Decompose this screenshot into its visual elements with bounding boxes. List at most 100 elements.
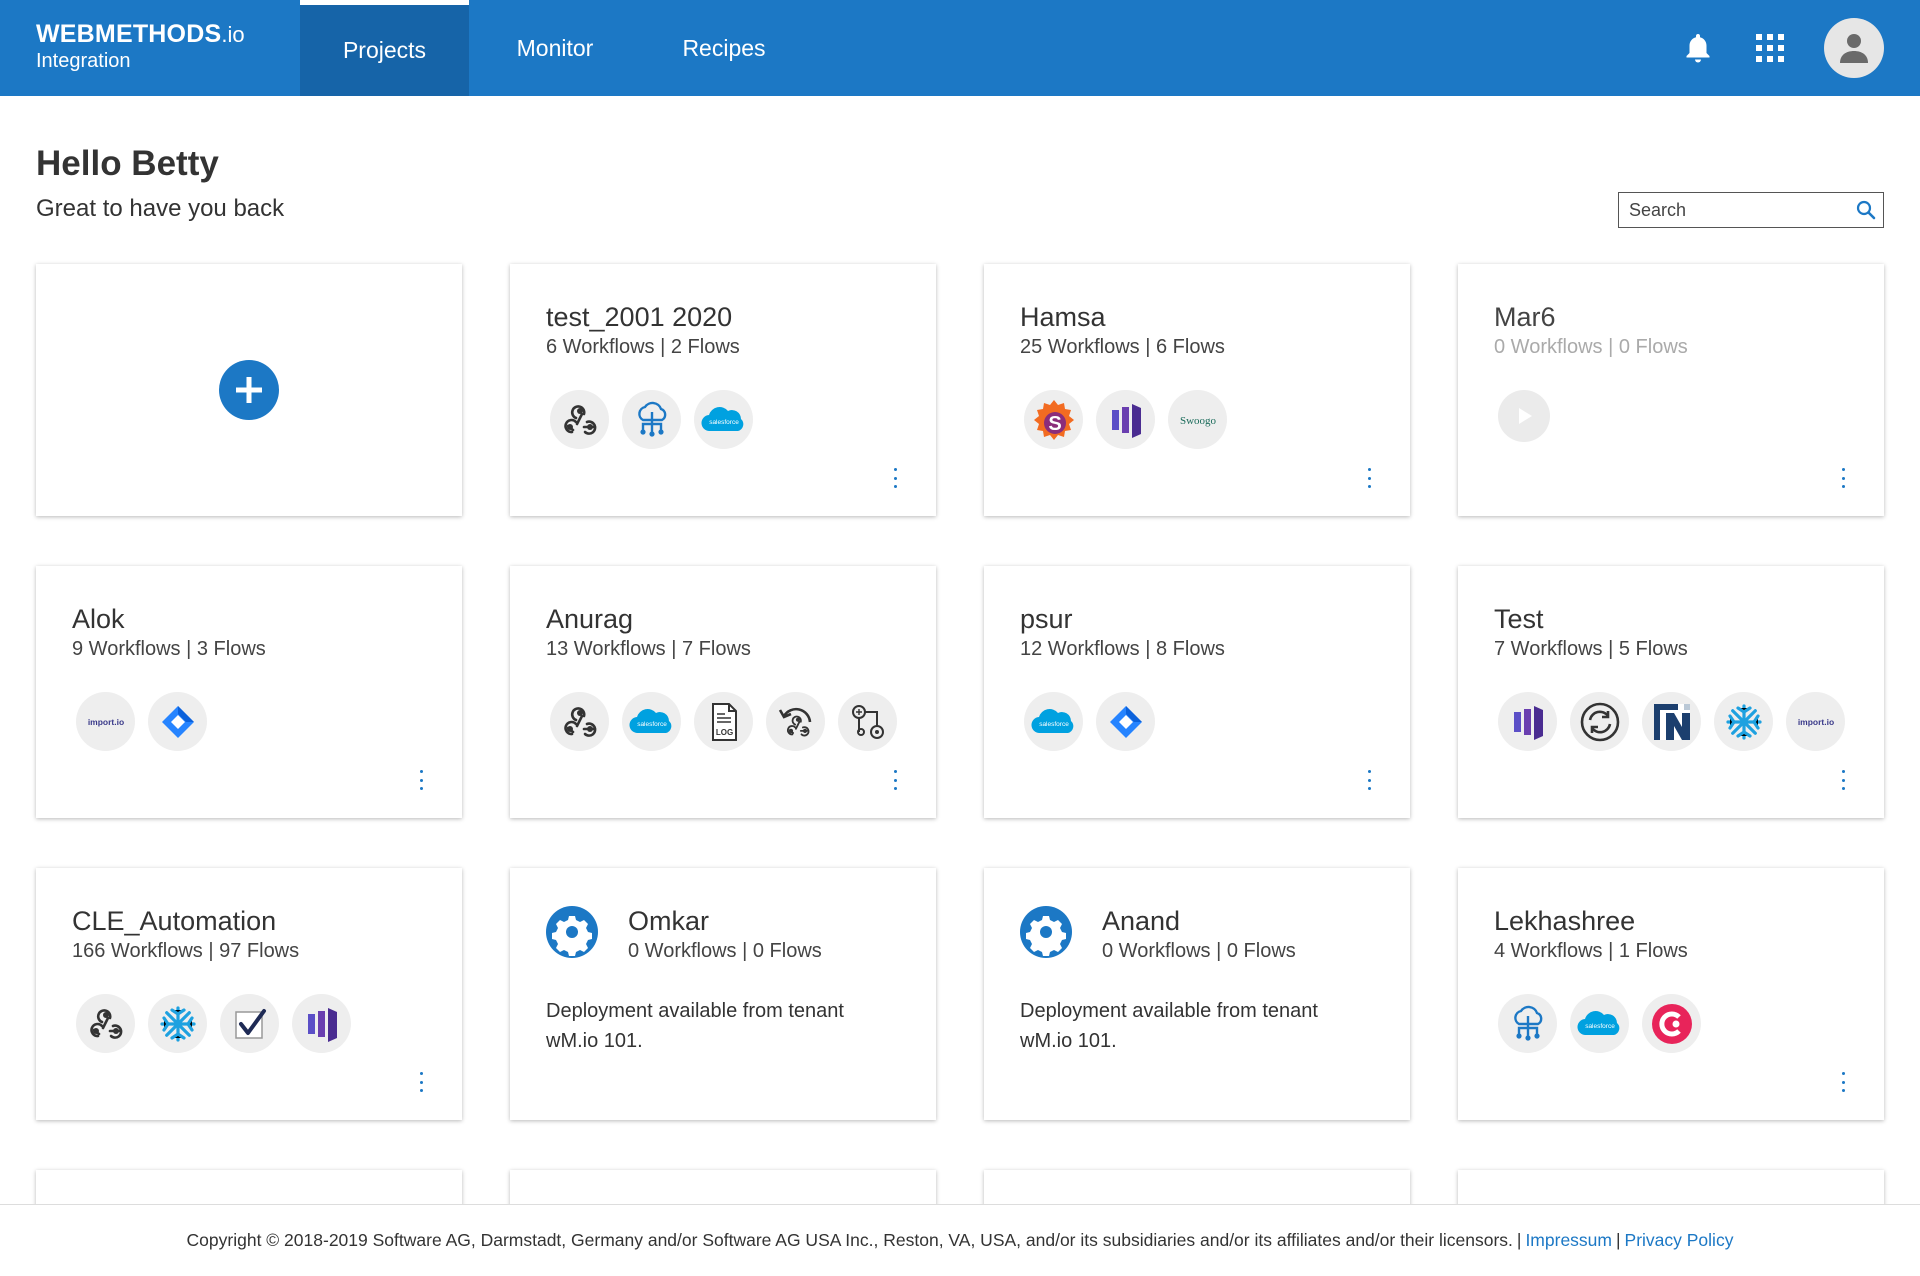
salesforce-icon: salesforce — [694, 390, 753, 449]
import-io-icon: import.io — [1786, 692, 1845, 751]
cloud-network-icon — [1498, 994, 1557, 1053]
project-title: Hamsa — [1020, 302, 1106, 332]
more-options-icon[interactable] — [1364, 770, 1374, 790]
import-io-icon: import.io — [76, 692, 135, 751]
project-card-lekhashree[interactable]: Lekhashree 4 Workflows | 1 Flows salesfo… — [1458, 868, 1884, 1120]
more-options-icon[interactable] — [1838, 770, 1848, 790]
project-stats: 0 Workflows | 0 Flows — [628, 940, 822, 962]
swoogo-text: Swoogo — [1179, 415, 1216, 427]
cloud-network-icon — [622, 390, 681, 449]
tab-recipes[interactable]: Recipes — [682, 34, 766, 61]
salesforce-icon: salesforce — [1024, 692, 1083, 751]
red-c-icon — [1642, 994, 1701, 1053]
webhook-icon — [550, 692, 609, 751]
webhook-return-icon — [766, 692, 825, 751]
add-project-button[interactable] — [219, 360, 279, 420]
connector-icons: salesforce — [550, 390, 753, 449]
project-card-anurag[interactable]: Anurag 13 Workflows | 7 Flows salesforce… — [510, 566, 936, 818]
project-card-cle-automation[interactable]: CLE_Automation 166 Workflows | 97 Flows — [36, 868, 462, 1120]
gear-icon — [546, 906, 598, 958]
project-card-anand[interactable]: Anand 0 Workflows | 0 Flows Deployment a… — [984, 868, 1410, 1120]
jira-icon — [148, 692, 207, 751]
project-stats: 166 Workflows | 97 Flows — [72, 940, 300, 962]
s-logo-icon: S — [1024, 390, 1083, 449]
webhook-icon — [550, 390, 609, 449]
purple-bars-icon — [1096, 390, 1155, 449]
project-card-alok[interactable]: Alok 9 Workflows | 3 Flows import.io — [36, 566, 462, 818]
salesforce-text: salesforce — [1039, 721, 1069, 728]
salesforce-text: salesforce — [637, 721, 667, 728]
project-stats: 12 Workflows | 8 Flows — [1020, 638, 1225, 660]
project-card-psur[interactable]: psur 12 Workflows | 8 Flows salesforce — [984, 566, 1410, 818]
add-project-card[interactable] — [36, 264, 462, 516]
deployment-message: Deployment available from tenant wM.io 1… — [546, 1000, 844, 1052]
project-card-test-2001-2020[interactable]: test_2001 2020 6 Workflows | 2 Flows sal… — [510, 264, 936, 516]
project-stats: 25 Workflows | 6 Flows — [1020, 336, 1225, 358]
connector-icons — [1498, 390, 1550, 442]
project-title: Alok — [72, 604, 125, 634]
more-options-icon[interactable] — [890, 468, 900, 488]
search-box — [1618, 192, 1884, 228]
swoogo-icon: Swoogo — [1168, 390, 1227, 449]
import-io-text: import.io — [1797, 717, 1833, 727]
project-title: Anand — [1102, 906, 1181, 936]
bell-icon[interactable] — [1678, 28, 1718, 68]
log-file-icon: LOG — [694, 692, 753, 751]
user-avatar-icon[interactable] — [1824, 18, 1884, 78]
footer-separator: | — [1516, 1230, 1522, 1250]
tab-projects[interactable]: Projects — [300, 0, 469, 96]
footer: Copyright © 2018-2019 Software AG, Darms… — [0, 1204, 1920, 1276]
project-title: CLE_Automation — [72, 906, 277, 936]
project-card-mar6[interactable]: Mar6 0 Workflows | 0 Flows — [1458, 264, 1884, 516]
zendesk-snowflake-icon — [148, 994, 207, 1053]
connector-icons: import.io — [1498, 692, 1845, 751]
project-card-hamsa[interactable]: Hamsa 25 Workflows | 6 Flows S Swoogo — [984, 264, 1410, 516]
project-stats: 7 Workflows | 5 Flows — [1494, 638, 1688, 660]
purple-bars-icon — [292, 994, 351, 1053]
salesforce-text: salesforce — [709, 419, 739, 426]
project-title: test_2001 2020 — [546, 302, 733, 332]
page-subtitle: Great to have you back — [36, 195, 285, 222]
brand-name: WEBMETHODS — [36, 20, 222, 48]
project-title: Anurag — [546, 604, 634, 634]
connector-icons: S Swoogo — [1024, 390, 1227, 449]
project-title: Lekhashree — [1494, 906, 1636, 936]
privacy-policy-link[interactable]: Privacy Policy — [1624, 1230, 1734, 1250]
copyright-text: Copyright © 2018-2019 Software AG, Darms… — [186, 1230, 1513, 1250]
search-input[interactable] — [1619, 199, 1859, 221]
salesforce-icon: salesforce — [1570, 994, 1629, 1053]
more-options-icon[interactable] — [1838, 1072, 1848, 1092]
project-stats: 4 Workflows | 1 Flows — [1494, 940, 1688, 962]
deployment-message: Deployment available from tenant wM.io 1… — [1020, 1000, 1318, 1052]
project-card-test[interactable]: Test 7 Workflows | 5 Flows import.io — [1458, 566, 1884, 818]
project-stats: 0 Workflows | 0 Flows — [1494, 336, 1688, 358]
purple-bars-icon — [1498, 692, 1557, 751]
page-title: Hello Betty — [36, 144, 219, 183]
brand-logo[interactable]: WEBMETHODS.io Integration — [36, 20, 245, 72]
project-stats: 0 Workflows | 0 Flows — [1102, 940, 1296, 962]
connector-icons: import.io — [76, 692, 207, 751]
top-navigation-bar: WEBMETHODS.io Integration Projects Monit… — [0, 0, 1920, 96]
import-io-text: import.io — [87, 717, 123, 727]
apps-grid-icon[interactable] — [1750, 28, 1790, 68]
footer-separator: | — [1615, 1230, 1621, 1250]
jira-icon — [1096, 692, 1155, 751]
more-options-icon[interactable] — [416, 1072, 426, 1092]
more-options-icon[interactable] — [890, 770, 900, 790]
more-options-icon[interactable] — [1838, 468, 1848, 488]
search-icon[interactable] — [1855, 199, 1877, 226]
project-card-omkar[interactable]: Omkar 0 Workflows | 0 Flows Deployment a… — [510, 868, 936, 1120]
project-title: psur — [1020, 604, 1073, 634]
connector-icons: salesforce — [1498, 994, 1701, 1053]
tab-monitor[interactable]: Monitor — [516, 34, 594, 61]
project-title: Mar6 — [1494, 302, 1556, 332]
salesforce-text: salesforce — [1585, 1023, 1615, 1030]
play-icon — [1498, 390, 1550, 442]
brand-subtitle: Integration — [36, 50, 131, 72]
brand-suffix: .io — [221, 22, 245, 47]
svg-text:S: S — [1048, 413, 1061, 435]
impressum-link[interactable]: Impressum — [1525, 1230, 1612, 1250]
project-title: Omkar — [628, 906, 709, 936]
more-options-icon[interactable] — [416, 770, 426, 790]
more-options-icon[interactable] — [1364, 468, 1374, 488]
